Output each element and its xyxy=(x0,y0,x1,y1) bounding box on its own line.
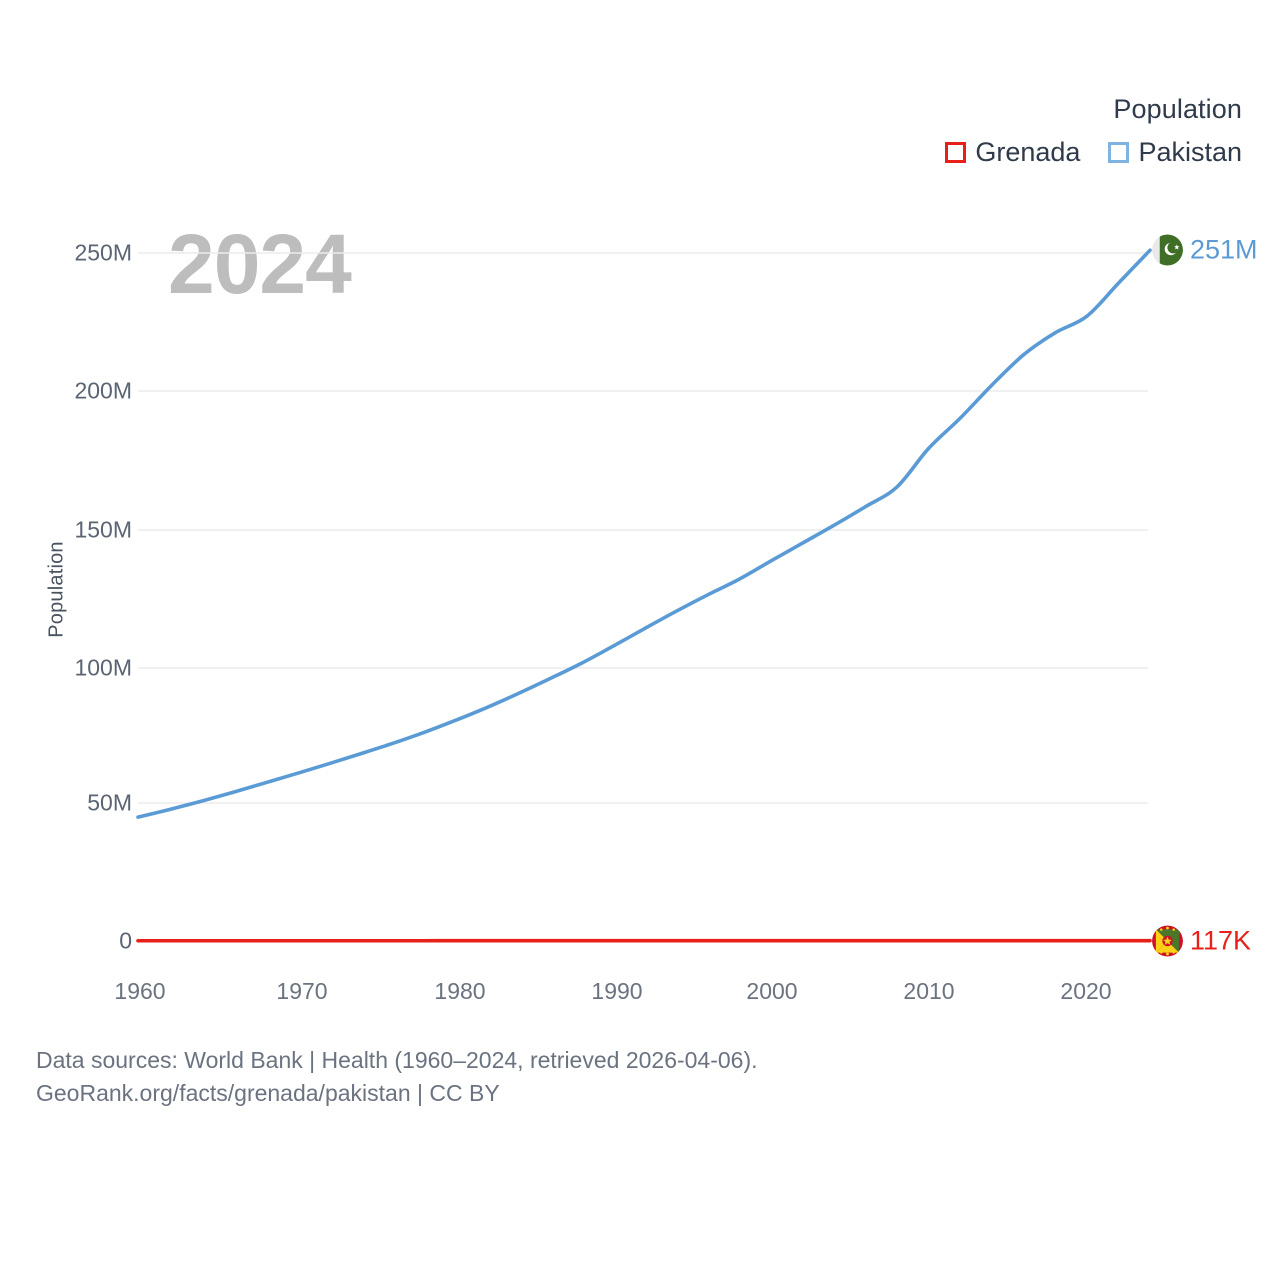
legend-swatch-pakistan-icon xyxy=(1108,142,1130,163)
pakistan-flag-icon xyxy=(1152,234,1183,266)
legend-label-pakistan: Pakistan xyxy=(1138,137,1242,167)
x-tick-1980: 1980 xyxy=(434,978,486,1004)
y-tick-50m: 50M xyxy=(87,789,132,816)
x-tick-2010: 2010 xyxy=(903,978,955,1004)
y-tick-0: 0 xyxy=(119,927,132,954)
endpoint-value-grenada: 117K xyxy=(1190,925,1252,956)
y-axis-ticks: 0 50M 100M 150M 200M 250M xyxy=(0,0,132,1280)
footer-line-sources: Data sources: World Bank | Health (1960–… xyxy=(36,1047,758,1073)
legend-swatch-grenada-icon xyxy=(945,142,967,163)
x-tick-1990: 1990 xyxy=(591,978,643,1004)
series-line-pakistan xyxy=(136,248,1152,819)
endpoint-value-pakistan: 251M xyxy=(1190,234,1258,265)
y-tick-250m: 250M xyxy=(74,239,132,266)
gridlines xyxy=(138,252,1148,804)
grenada-flag-icon xyxy=(1152,925,1183,957)
x-tick-1970: 1970 xyxy=(276,978,328,1004)
endpoint-pakistan[interactable]: 251M xyxy=(1152,234,1258,266)
footer-line-url: GeoRank.org/facts/grenada/pakistan | CC … xyxy=(36,1080,500,1107)
legend-title: Population xyxy=(1113,94,1242,124)
footer-attribution: Data sources: World Bank | Health (1960–… xyxy=(36,1044,758,1111)
x-tick-2020: 2020 xyxy=(1060,978,1112,1004)
legend-item-pakistan[interactable]: Pakistan xyxy=(1108,139,1242,166)
y-tick-200m: 200M xyxy=(74,377,132,404)
legend: Population Grenada Pakistan xyxy=(945,96,1242,166)
x-tick-1960: 1960 xyxy=(114,978,166,1004)
legend-item-grenada[interactable]: Grenada xyxy=(945,139,1080,166)
endpoint-grenada[interactable]: 117K xyxy=(1152,925,1252,957)
y-tick-150m: 150M xyxy=(74,516,132,543)
y-tick-100m: 100M xyxy=(74,654,132,681)
x-tick-2000: 2000 xyxy=(746,978,798,1004)
legend-items: Grenada Pakistan xyxy=(945,139,1242,166)
year-watermark: 2024 xyxy=(168,217,352,311)
legend-label-grenada: Grenada xyxy=(975,137,1081,167)
